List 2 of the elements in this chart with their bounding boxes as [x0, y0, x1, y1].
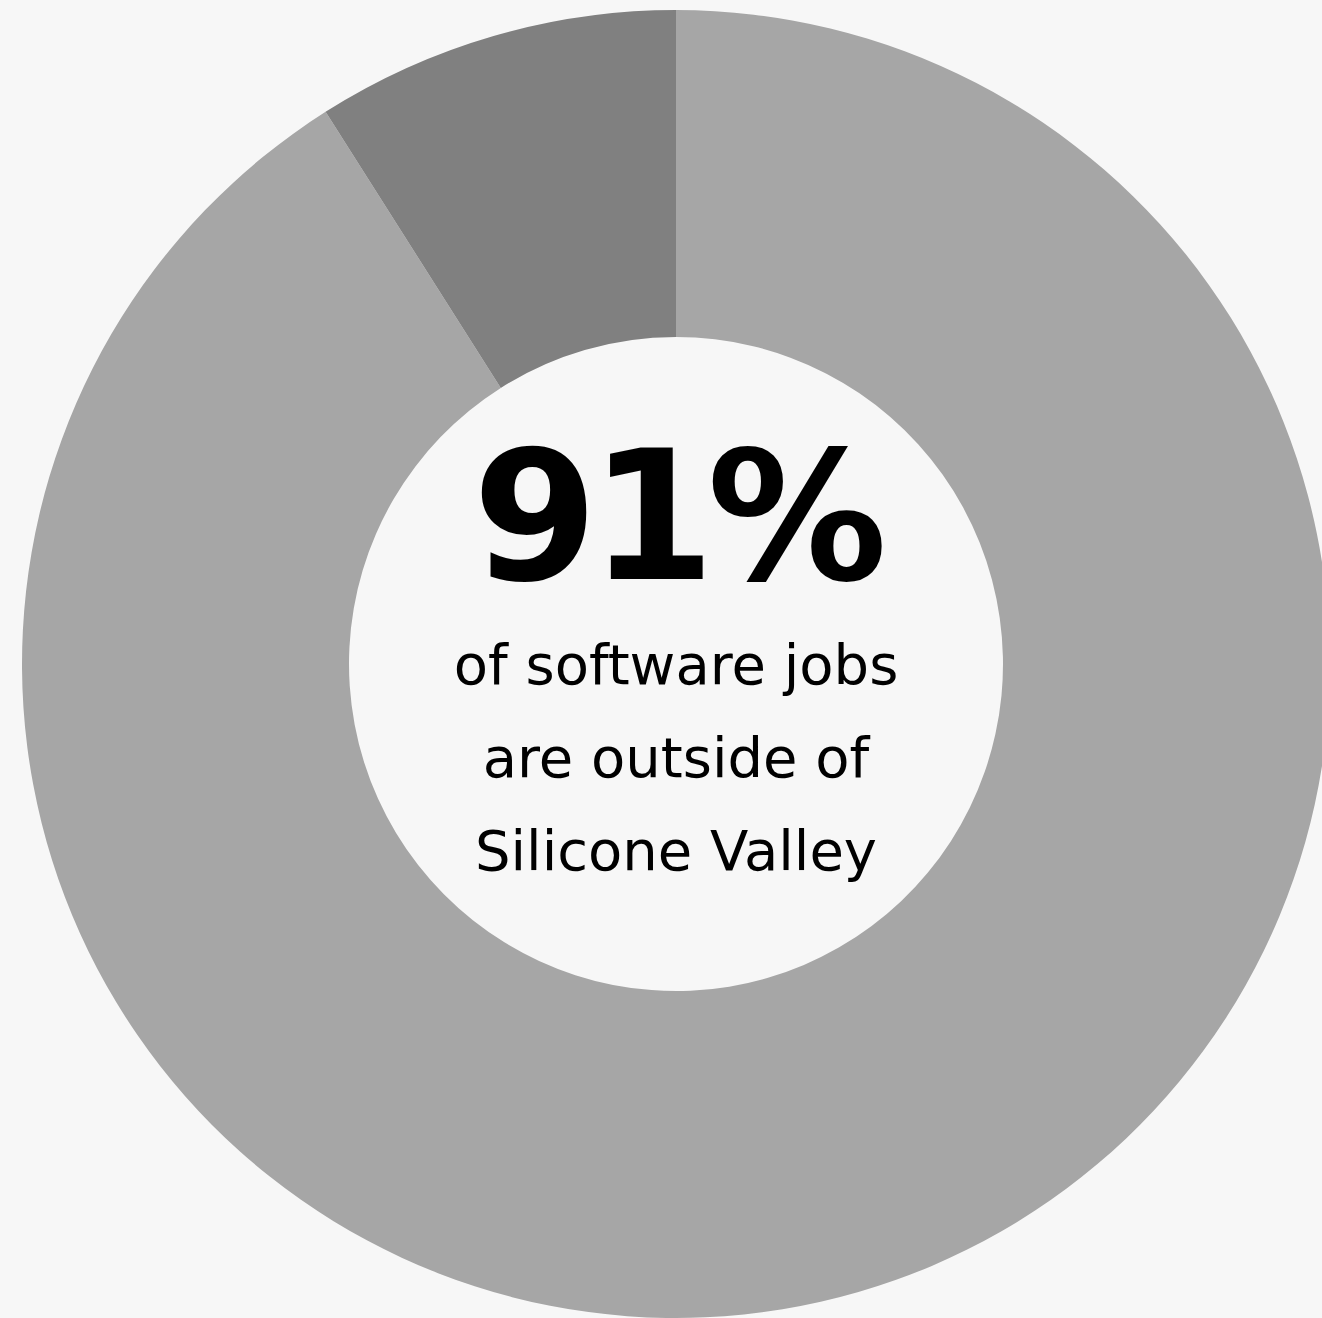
data-label: 91% — [472, 412, 883, 621]
text: of software jobs are outside of Silicone Valley — [453, 632, 899, 883]
